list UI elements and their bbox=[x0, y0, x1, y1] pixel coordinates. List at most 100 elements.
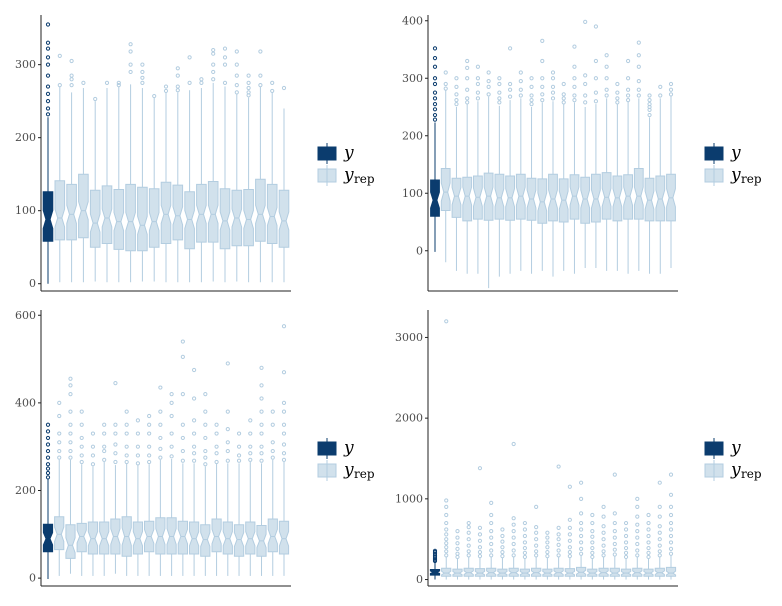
y-tick-label: 0 bbox=[29, 572, 36, 585]
outlier-point bbox=[175, 73, 180, 78]
outlier-point bbox=[69, 73, 74, 78]
outlier-point bbox=[615, 90, 620, 95]
box-body bbox=[580, 176, 591, 224]
outlier-point bbox=[45, 475, 51, 480]
outlier-point bbox=[432, 46, 438, 51]
outlier-point bbox=[45, 462, 51, 467]
outlier-point bbox=[128, 69, 133, 75]
box-body bbox=[148, 188, 160, 248]
legend-label-yrep-subscript: rep bbox=[741, 467, 762, 481]
legend-label-y: y bbox=[730, 143, 741, 163]
outlier-point bbox=[443, 81, 448, 87]
box-body bbox=[655, 175, 666, 222]
outlier-point bbox=[281, 442, 287, 447]
box-body bbox=[665, 566, 677, 577]
legend-label-yrep: y bbox=[343, 460, 354, 480]
outlier-point bbox=[572, 76, 577, 81]
outlier-point bbox=[522, 527, 528, 532]
outlier-point bbox=[657, 524, 662, 529]
outlier-point bbox=[601, 537, 606, 542]
outlier-point bbox=[113, 442, 118, 447]
outlier-point bbox=[246, 85, 251, 91]
box-yrep-10 bbox=[542, 530, 553, 580]
outlier-point bbox=[102, 422, 107, 427]
outlier-point bbox=[578, 511, 584, 516]
outlier-point bbox=[604, 93, 609, 98]
box-yrep-13 bbox=[196, 77, 207, 283]
legend-label-yrep-subscript: rep bbox=[741, 172, 762, 186]
outlier-point bbox=[443, 86, 448, 91]
outlier-point bbox=[236, 444, 242, 449]
outlier-point bbox=[486, 79, 491, 84]
outlier-point bbox=[625, 93, 631, 98]
box-body bbox=[66, 183, 77, 241]
outlier-point bbox=[668, 551, 674, 556]
box-yrep-20 bbox=[278, 85, 290, 283]
outlier-point bbox=[668, 87, 674, 92]
box-yrep-15 bbox=[219, 46, 231, 283]
outlier-point bbox=[45, 84, 51, 89]
outlier-point bbox=[147, 444, 152, 449]
box-y-observed bbox=[430, 46, 440, 252]
box-yrep-8 bbox=[137, 62, 148, 282]
box-body bbox=[591, 173, 601, 223]
outlier-point bbox=[657, 549, 662, 554]
legend: yy rep bbox=[317, 438, 375, 481]
outlier-point bbox=[281, 409, 287, 414]
outlier-point bbox=[259, 383, 264, 388]
outlier-point bbox=[636, 40, 641, 45]
outlier-point bbox=[248, 418, 253, 423]
outlier-point bbox=[489, 541, 494, 547]
outlier-point bbox=[636, 64, 641, 69]
outlier-point bbox=[68, 448, 73, 454]
box-body bbox=[207, 181, 219, 243]
box-body bbox=[633, 168, 644, 220]
box-body bbox=[42, 191, 54, 242]
box-yrep-10 bbox=[155, 385, 166, 576]
outlier-point bbox=[214, 422, 219, 427]
box-yrep-19 bbox=[256, 365, 267, 576]
outlier-point bbox=[158, 409, 163, 414]
box-body bbox=[609, 567, 620, 577]
outlier-point bbox=[69, 58, 74, 64]
box-yrep-20 bbox=[654, 480, 665, 580]
outlier-point bbox=[57, 400, 62, 405]
outlier-point bbox=[444, 498, 449, 503]
outlier-point bbox=[522, 533, 528, 539]
box-yrep-13 bbox=[569, 44, 580, 274]
outlier-point bbox=[214, 444, 219, 449]
box-body bbox=[623, 174, 633, 220]
legend-item-yrep: y rep bbox=[704, 460, 762, 481]
outlier-point bbox=[259, 444, 264, 449]
box-yrep-17 bbox=[620, 520, 632, 580]
box-yrep-21 bbox=[278, 324, 290, 576]
outlier-point bbox=[534, 530, 539, 535]
box-yrep-13 bbox=[189, 367, 200, 576]
outlier-point bbox=[68, 409, 73, 414]
outlier-point bbox=[475, 81, 481, 87]
box-body bbox=[564, 568, 575, 577]
outlier-point bbox=[522, 520, 528, 526]
outlier-point bbox=[454, 92, 459, 97]
outlier-point bbox=[465, 100, 470, 105]
outlier-point bbox=[500, 554, 505, 559]
box-yrep-12 bbox=[184, 55, 195, 283]
outlier-point bbox=[500, 533, 505, 539]
outlier-point bbox=[590, 529, 595, 534]
box-body bbox=[54, 516, 65, 551]
outlier-point bbox=[511, 548, 516, 553]
outlier-point bbox=[90, 462, 96, 467]
box-body bbox=[612, 175, 623, 222]
outlier-point bbox=[281, 370, 287, 375]
outlier-point bbox=[432, 56, 438, 61]
outlier-point bbox=[668, 512, 674, 518]
y-tick-label: 300 bbox=[402, 72, 423, 85]
outlier-point bbox=[497, 90, 502, 95]
outlier-point bbox=[646, 520, 651, 526]
box-yrep-7 bbox=[508, 441, 519, 580]
outlier-point bbox=[567, 517, 572, 522]
outlier-point bbox=[545, 530, 550, 535]
outlier-point bbox=[593, 24, 599, 29]
box-body bbox=[101, 185, 113, 244]
outlier-point bbox=[175, 66, 180, 71]
